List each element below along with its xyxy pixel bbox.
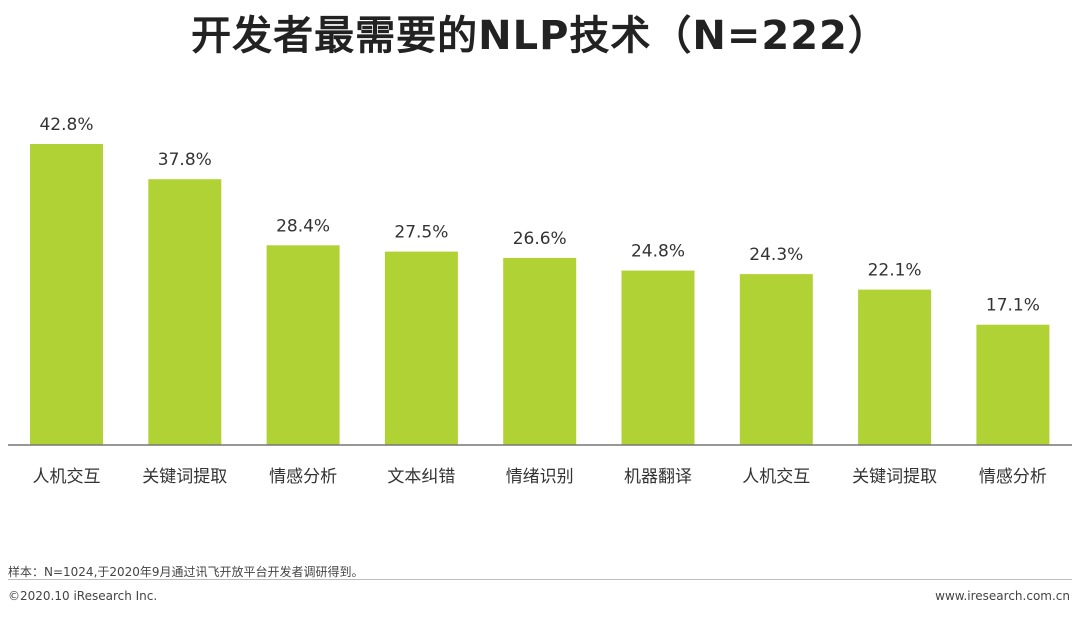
website-link[interactable]: www.iresearch.com.cn — [935, 589, 1070, 603]
bar-1 — [30, 144, 103, 445]
value-label-8: 22.1% — [868, 261, 922, 281]
category-label-9: 情感分析 — [979, 467, 1047, 487]
value-label-6: 24.8% — [631, 242, 685, 262]
category-labels-layer: 人机交互 关键词提取 情感分析 文本纠错 情绪识别 机器翻译 人机交互 关键词提取 情感分析 — [33, 467, 1047, 487]
sample-note: 样本：N=1024,于2020年9月通过讯飞开放平台开发者调研得到。 — [8, 565, 364, 579]
category-label-2: 关键词提取 — [142, 467, 227, 487]
bar-3 — [266, 245, 340, 445]
value-label-7: 24.3% — [749, 245, 803, 265]
value-labels-layer: 42.8% 37.8% 28.4% 27.5% 26.6% 24.8% 24.3% 22.1%… — [39, 115, 1039, 316]
value-label-4: 27.5% — [394, 223, 448, 243]
bar-7 — [739, 274, 813, 445]
bar-2 — [148, 179, 222, 445]
copyright: ©2020.10 iResearch Inc. — [8, 589, 158, 603]
category-label-3: 情感分析 — [269, 467, 337, 487]
category-label-4: 文本纠错 — [387, 467, 455, 487]
chart-title: 开发者最需要的NLP技术（N=222） — [191, 13, 889, 59]
value-label-1: 42.8% — [39, 115, 93, 135]
bar-9 — [976, 324, 1050, 445]
category-label-8: 关键词提取 — [852, 467, 937, 487]
bar-4 — [384, 251, 458, 445]
bar-8 — [858, 289, 932, 445]
bar-chart: 42.8% 37.8% 28.4% 27.5% 26.6% 24.8% 24.3% 22.1%… — [8, 115, 1072, 487]
bars-layer — [30, 144, 1050, 445]
value-label-2: 37.8% — [158, 150, 212, 170]
value-label-5: 26.6% — [513, 229, 567, 249]
bar-5 — [503, 257, 577, 445]
category-label-7: 人机交互 — [742, 467, 810, 487]
category-label-1: 人机交互 — [33, 467, 101, 487]
bar-6 — [621, 270, 695, 445]
value-label-3: 28.4% — [276, 216, 330, 236]
category-label-5: 情绪识别 — [506, 467, 574, 487]
footer-divider — [8, 579, 1072, 580]
category-label-6: 机器翻译 — [624, 467, 692, 487]
value-label-9: 17.1% — [986, 296, 1040, 316]
